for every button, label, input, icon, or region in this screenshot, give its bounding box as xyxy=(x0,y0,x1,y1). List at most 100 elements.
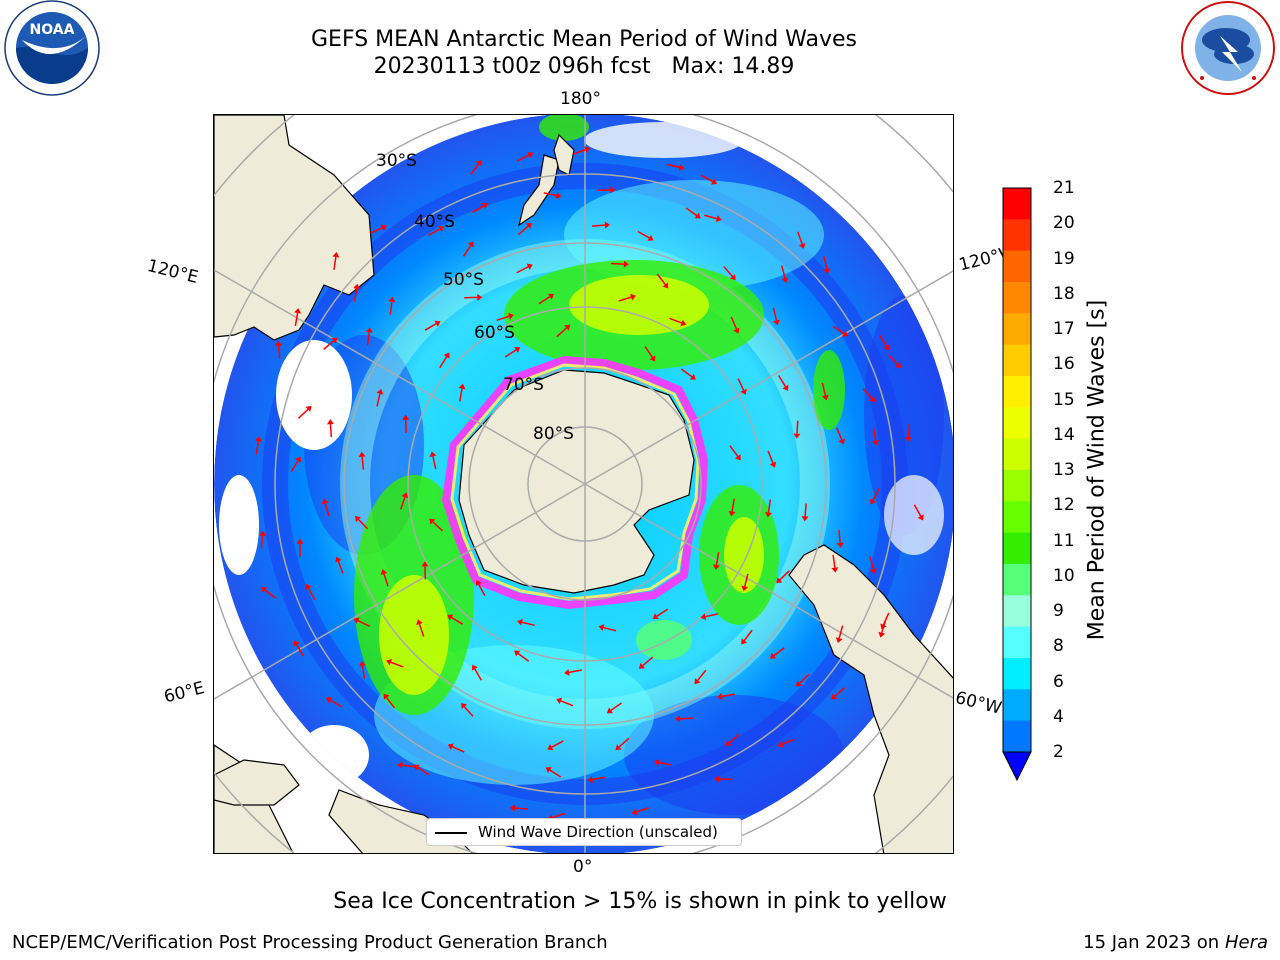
colorbar-tick-label: 17 xyxy=(1053,319,1075,339)
lon-label-60e: 60°E xyxy=(162,678,207,708)
colorbar-segment xyxy=(1003,720,1031,753)
wind-wave-arrow xyxy=(637,230,650,239)
wind-wave-arrowhead xyxy=(793,433,801,439)
wind-wave-arrow xyxy=(517,225,529,236)
wind-wave-arrowhead xyxy=(447,614,454,621)
lon-label-60w: 60°W xyxy=(953,688,1004,719)
colorbar-segment xyxy=(1003,282,1031,314)
wind-wave-arrow xyxy=(337,561,344,574)
wind-wave-arrowhead xyxy=(305,405,312,412)
wind-wave-arrowhead xyxy=(321,498,329,505)
wind-wave-arrowhead xyxy=(777,741,784,748)
wind-wave-arrowhead xyxy=(386,658,392,666)
wind-wave-arrowhead xyxy=(438,225,445,233)
wind-wave-arrowhead xyxy=(376,388,384,395)
colorbar-segment xyxy=(1003,407,1031,440)
wind-wave-arrowhead xyxy=(678,164,685,171)
national-weather-service-logo xyxy=(1176,0,1280,100)
wind-wave-arrow xyxy=(516,154,530,162)
wind-wave-arrowhead xyxy=(447,743,454,750)
wind-wave-arrow xyxy=(521,621,535,627)
wind-wave-arrowhead xyxy=(675,715,681,723)
wind-wave-arrowhead xyxy=(781,277,789,284)
colorbar-tick-label: 12 xyxy=(1053,495,1075,516)
wind-wave-arrow xyxy=(697,669,707,681)
wind-wave-arrowhead xyxy=(294,308,301,314)
wind-wave-arrow xyxy=(370,227,383,234)
colorbar-tick-label: 15 xyxy=(1053,389,1075,410)
lon-label-120e: 120°E xyxy=(145,256,201,288)
wind-wave-arrowhead xyxy=(526,263,533,270)
wind-wave-arrowhead xyxy=(823,268,831,274)
wind-wave-arrow xyxy=(728,733,740,744)
wind-wave-arrow xyxy=(432,521,443,532)
colorbar-tick-label: 10 xyxy=(1053,565,1075,586)
colorbar-segment xyxy=(1003,250,1031,283)
colorbar-segment xyxy=(1003,595,1031,628)
colorbar-tick-label: 21 xyxy=(1053,178,1075,198)
wind-wave-arrowhead xyxy=(694,212,701,219)
wind-wave-arrow xyxy=(333,256,337,270)
wind-wave-arrowhead xyxy=(717,692,723,700)
wind-wave-arrow xyxy=(642,656,654,667)
wind-wave-arrowhead xyxy=(564,324,571,331)
colorbar-tick-label: 4 xyxy=(1053,706,1064,727)
wind-wave-arrow xyxy=(324,503,330,517)
wind-wave-arrow xyxy=(361,665,366,679)
wind-wave-arrowhead xyxy=(740,388,747,395)
colorbar-segment xyxy=(1003,376,1031,408)
wind-wave-arrow xyxy=(264,589,276,599)
colorbar-segment xyxy=(1003,564,1031,596)
wind-wave-arrowhead xyxy=(631,808,638,816)
wind-wave-arrowhead xyxy=(326,419,334,425)
wind-wave-arrowhead xyxy=(397,761,403,769)
wind-wave-arrow xyxy=(610,702,623,711)
wind-wave-arrow xyxy=(552,812,566,819)
wind-wave-arrow xyxy=(470,163,480,175)
wind-wave-arrow xyxy=(658,761,672,766)
wind-wave-arrowhead xyxy=(556,697,563,705)
wind-wave-arrowhead xyxy=(545,767,552,774)
wind-wave-arrowhead xyxy=(773,319,780,326)
wind-wave-arrow xyxy=(560,700,574,707)
wind-wave-arrowhead xyxy=(461,702,468,710)
wind-wave-arrowhead xyxy=(821,394,829,401)
wind-wave-arrowhead xyxy=(587,775,593,783)
wind-wave-arrow xyxy=(773,647,785,657)
wind-wave-arrow xyxy=(307,587,316,601)
wind-wave-arrow xyxy=(666,163,680,169)
wind-wave-arrow xyxy=(439,356,448,369)
lat-label-60s: 60°S xyxy=(474,323,515,343)
wind-wave-arrowhead xyxy=(443,352,450,359)
wind-wave-arrowhead xyxy=(380,569,388,575)
wind-wave-arrow xyxy=(862,388,873,399)
wind-wave-arrow xyxy=(383,573,389,587)
wind-wave-arrowhead xyxy=(798,242,806,249)
wind-wave-arrowhead xyxy=(527,152,534,159)
wind-wave-arrow xyxy=(723,266,733,277)
wind-wave-arrowhead xyxy=(623,260,629,268)
wind-wave-arrow xyxy=(568,669,582,674)
wind-wave-arrowhead xyxy=(584,146,591,153)
wind-wave-arrowhead xyxy=(413,764,420,771)
wind-wave-arrow xyxy=(366,332,370,346)
colorbar-segment xyxy=(1003,501,1031,534)
chart-subtitle: 20230113 t00z 096h fcst Max: 14.89 xyxy=(373,54,795,79)
colorbar-tick-label: 13 xyxy=(1053,460,1075,480)
wind-wave-arrow xyxy=(644,346,654,358)
wind-wave-arrow xyxy=(386,697,396,709)
wind-wave-arrow xyxy=(704,214,717,220)
antarctic-map[interactable] xyxy=(213,114,954,854)
wind-wave-arrowhead xyxy=(831,567,839,573)
wind-wave-arrowhead xyxy=(838,438,845,445)
wind-wave-arrowhead xyxy=(769,652,777,659)
wind-wave-arrow xyxy=(700,174,713,183)
wind-wave-arrowhead xyxy=(831,693,838,700)
wind-wave-arrowhead xyxy=(507,313,514,320)
wind-wave-arrowhead xyxy=(421,561,429,567)
wind-wave-arrow xyxy=(417,767,430,776)
colorbar-tick-label: 9 xyxy=(1053,601,1064,621)
wind-wave-arrowhead xyxy=(429,451,437,458)
wind-wave-arrow xyxy=(804,503,807,517)
wind-wave-arrow xyxy=(737,378,745,391)
